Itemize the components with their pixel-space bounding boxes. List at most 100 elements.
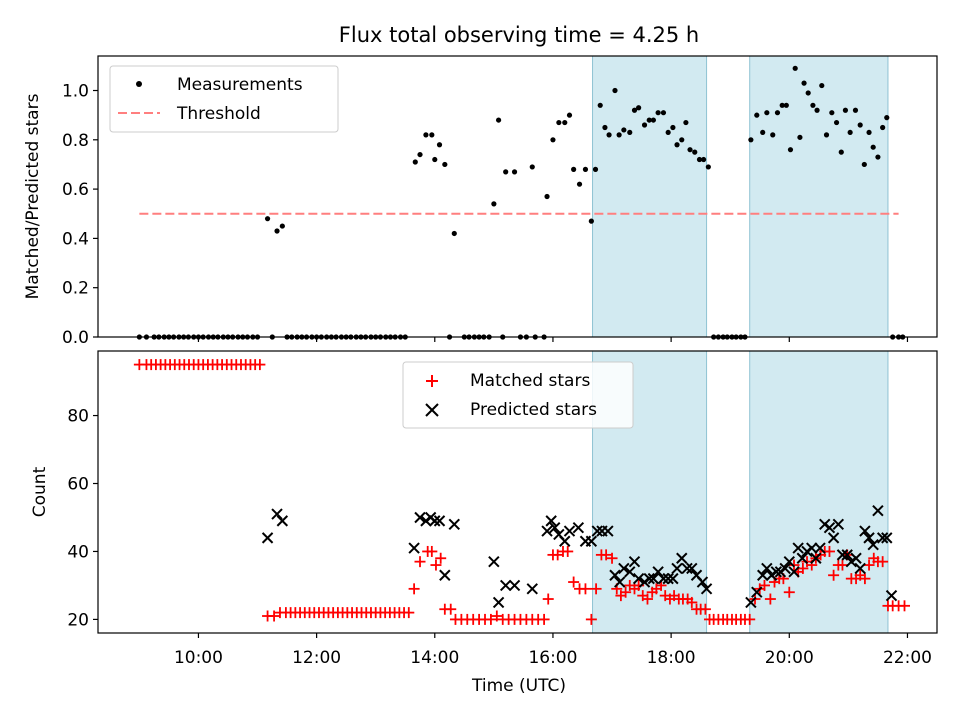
measurement-point bbox=[819, 82, 825, 89]
measurement-point bbox=[852, 107, 859, 113]
measurement-point bbox=[880, 124, 886, 131]
legend-label-predicted: Predicted stars bbox=[470, 400, 597, 420]
legend-dot-marker bbox=[136, 81, 142, 87]
predicted-star-point bbox=[618, 562, 630, 575]
predicted-star-point bbox=[686, 562, 698, 575]
measurement-point bbox=[866, 129, 872, 136]
measurement-point bbox=[442, 161, 448, 168]
matched-star-point bbox=[828, 569, 840, 581]
measurement-point bbox=[432, 156, 438, 163]
measurement-point bbox=[660, 110, 667, 116]
measurement-point bbox=[779, 102, 785, 108]
predicted-star-point bbox=[841, 549, 853, 561]
matched-star-point bbox=[268, 610, 280, 622]
measurement-point bbox=[451, 230, 457, 237]
measurement-point bbox=[833, 119, 840, 126]
measurement-point bbox=[612, 87, 618, 94]
predicted-star-point bbox=[770, 566, 782, 578]
matched-star-point bbox=[699, 603, 711, 615]
measurement-point bbox=[597, 102, 603, 108]
axes-frame bbox=[97, 350, 938, 634]
matched-star-point bbox=[485, 613, 497, 625]
measurement-point bbox=[576, 181, 583, 187]
matched-star-point bbox=[641, 593, 653, 605]
measurement-point bbox=[842, 107, 849, 113]
y-tick-label: 60 bbox=[67, 475, 89, 495]
predicted-star-point bbox=[854, 562, 866, 575]
matched-star-point bbox=[877, 556, 889, 568]
x-tick-label: 10:00 bbox=[174, 648, 223, 668]
matched-star-point bbox=[620, 586, 632, 598]
measurement-point bbox=[679, 137, 685, 143]
legend-box-top bbox=[109, 65, 339, 133]
y-tick-label: 0.8 bbox=[62, 131, 89, 151]
panel-counts: 20 40 60 80 Count Matched stars Predicted s… bbox=[30, 350, 938, 638]
measurement-point bbox=[683, 119, 689, 126]
y-axis-label-bottom: Count bbox=[30, 466, 50, 517]
measurement-point bbox=[770, 132, 776, 138]
predicted-star-point bbox=[850, 552, 862, 564]
measurement-point bbox=[823, 132, 830, 138]
predicted-star-point bbox=[657, 572, 670, 585]
measurement-point bbox=[801, 80, 807, 86]
predicted-star-point bbox=[881, 532, 893, 544]
predicted-star-point bbox=[885, 589, 898, 602]
predicted-star-point bbox=[628, 555, 641, 568]
measurement-point bbox=[701, 156, 707, 163]
chart-title: Flux total observing time = 4.25 h bbox=[339, 23, 699, 47]
predicted-star-point bbox=[696, 576, 709, 588]
matched-star-point bbox=[758, 579, 770, 591]
measurement-point bbox=[631, 107, 638, 113]
measurement-point bbox=[544, 193, 550, 200]
predicted-star-point bbox=[796, 552, 808, 564]
matched-star-point bbox=[797, 562, 809, 574]
predicted-star-point bbox=[806, 542, 818, 554]
predicted-star-point bbox=[783, 555, 795, 568]
predicted-star-point bbox=[549, 521, 561, 534]
matched-star-point bbox=[579, 583, 591, 595]
x-tick-label: 14:00 bbox=[410, 648, 459, 668]
measurement-point bbox=[696, 156, 703, 163]
measurement-point bbox=[774, 110, 781, 116]
legend-box-bottom bbox=[402, 361, 634, 429]
axes-top: 0.0 0.2 0.4 0.6 0.8 1.0 bbox=[62, 55, 938, 348]
predicted-star-point bbox=[499, 579, 512, 592]
measurement-point bbox=[621, 127, 627, 133]
measurement-point bbox=[429, 132, 435, 138]
matched-star-point bbox=[435, 552, 447, 564]
measurement-point bbox=[655, 110, 661, 116]
predicted-star-point bbox=[545, 515, 557, 527]
predicted-star-point bbox=[572, 521, 585, 534]
measurement-point bbox=[687, 147, 693, 153]
predicted-star-point bbox=[585, 535, 598, 547]
observing-window-band bbox=[592, 55, 708, 338]
matched-star-point bbox=[836, 559, 848, 571]
matched-star-point bbox=[783, 586, 795, 598]
panel-ratio: 0.0 0.2 0.4 0.6 0.8 1.0 Matched/Predicted sta… bbox=[23, 55, 938, 348]
matched-star-point bbox=[585, 613, 597, 625]
legend-bottom: Matched stars Predicted stars bbox=[402, 361, 634, 429]
predicted-star-point bbox=[624, 566, 636, 578]
measurement-point bbox=[412, 159, 418, 165]
measurement-point bbox=[556, 119, 562, 126]
measurement-point bbox=[279, 223, 285, 229]
y-tick-label: 0.6 bbox=[62, 180, 89, 200]
predicted-star-point bbox=[408, 542, 420, 554]
measurement-point bbox=[692, 149, 698, 155]
predicted-star-point bbox=[448, 518, 460, 530]
predicted-star-point bbox=[492, 596, 505, 609]
observing-windows-top bbox=[592, 55, 889, 338]
predicted-star-point bbox=[676, 552, 688, 564]
y-tick-label: 0.0 bbox=[62, 328, 89, 348]
measurement-point bbox=[760, 129, 766, 136]
axes-bottom: 20 40 60 80 bbox=[67, 350, 938, 638]
measurement-point bbox=[566, 112, 573, 118]
measurement-point bbox=[875, 154, 881, 160]
predicted-star-point bbox=[541, 525, 553, 537]
matched-star-point bbox=[590, 583, 602, 595]
legend-top: Measurements Threshold bbox=[109, 65, 339, 133]
predicted-star-point bbox=[671, 562, 683, 575]
measurement-point bbox=[588, 218, 594, 224]
predicted-star-point bbox=[614, 576, 626, 588]
